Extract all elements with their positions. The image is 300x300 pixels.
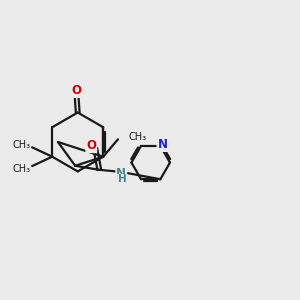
Text: CH₃: CH₃ — [13, 164, 31, 174]
Text: O: O — [71, 84, 81, 97]
Text: N: N — [116, 167, 126, 180]
Text: CH₃: CH₃ — [128, 132, 146, 142]
Text: H: H — [118, 174, 126, 184]
Text: CH₃: CH₃ — [13, 140, 31, 150]
Text: N: N — [158, 138, 167, 151]
Text: O: O — [86, 139, 96, 152]
